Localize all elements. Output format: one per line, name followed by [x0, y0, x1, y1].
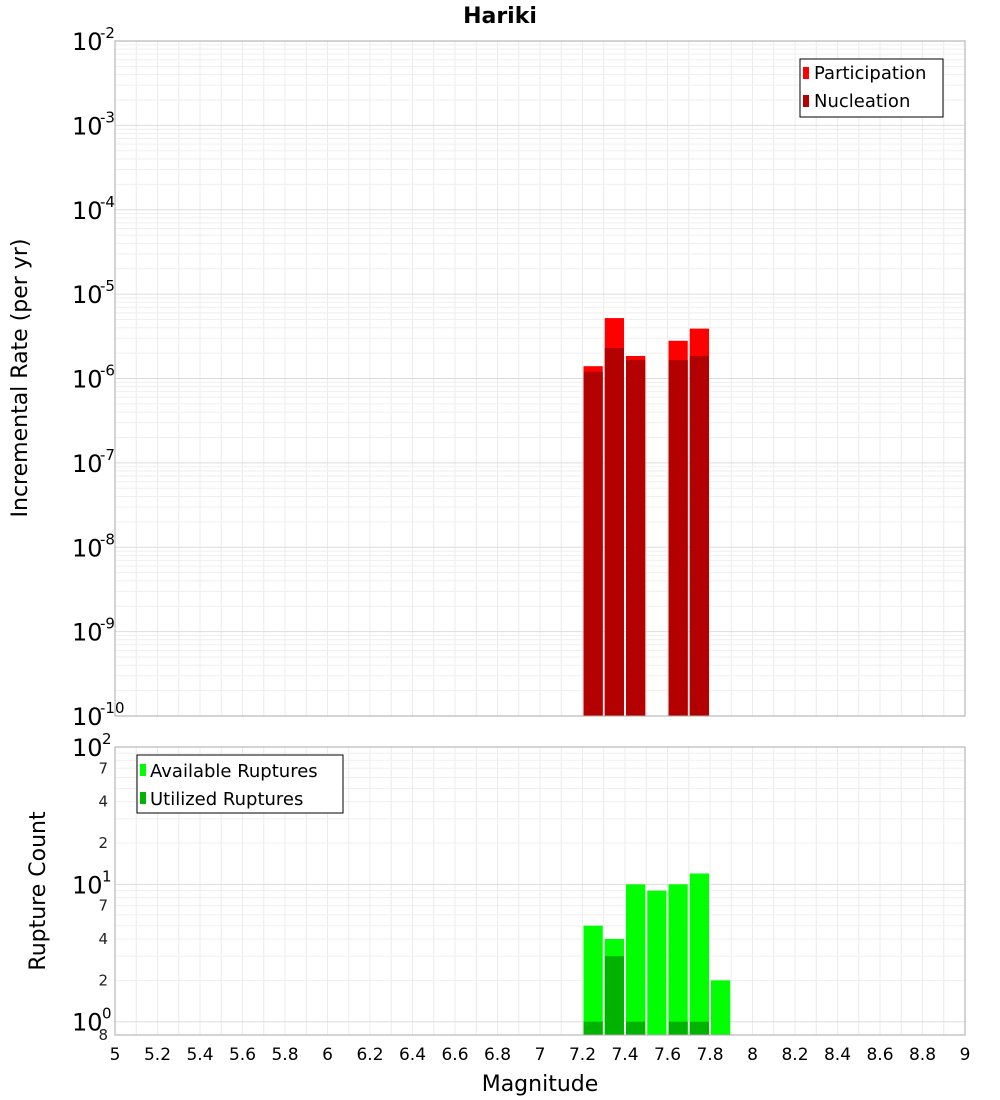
x-tick-label: 5.8 [271, 1045, 298, 1065]
y-minor-tick-label: 4 [98, 793, 108, 811]
y-tick-label: 10 [72, 197, 103, 225]
top-legend-box [799, 58, 944, 118]
x-tick-label: 6.2 [356, 1045, 383, 1065]
available-ruptures-bar [689, 873, 709, 1035]
x-tick-label: 5 [110, 1045, 121, 1065]
y-tick-label: 10 [72, 1009, 103, 1037]
y-tick-exponent: -6 [100, 362, 115, 380]
available-ruptures-bar [647, 890, 667, 1035]
x-tick-label: 8.2 [781, 1045, 808, 1065]
available-ruptures-bar [583, 925, 603, 1035]
top-gridlines [114, 41, 966, 717]
legend-label-utilized: Utilized Ruptures [150, 789, 303, 810]
y-tick-label: 10 [72, 450, 103, 478]
bottom-legend: Available Ruptures Utilized Ruptures [136, 754, 344, 814]
y-tick-exponent: 0 [102, 1005, 112, 1023]
x-tick-label: 5.2 [144, 1045, 171, 1065]
top-y-tick-labels: 10-210-310-410-510-610-710-810-910-10 [72, 24, 125, 731]
available-ruptures-bar [626, 884, 646, 1035]
nucleation-bar [583, 371, 603, 716]
x-tick-label: 8.4 [824, 1045, 851, 1065]
x-tick-label: 6.4 [399, 1045, 426, 1065]
bottom-bars [583, 873, 731, 1035]
x-tick-label: 7.2 [569, 1045, 596, 1065]
y-tick-exponent: 2 [102, 730, 112, 748]
x-tick-labels: 5 5.2 5.4 5.6 5.8 6 6.2 6.4 6.6 6.8 7 7.2 7.4 7.6 7.8 8… [110, 1045, 971, 1065]
available-ruptures-bar [711, 980, 731, 1035]
top-bars [583, 318, 709, 716]
y-tick-exponent: -4 [100, 193, 115, 211]
y-tick-label: 10 [72, 112, 103, 140]
x-tick-label: 7 [535, 1045, 546, 1065]
y-tick-label: 10 [72, 366, 103, 394]
y-tick-label: 10 [72, 703, 103, 731]
y-tick-label: 10 [72, 281, 103, 309]
x-tick-label: 7.6 [654, 1045, 681, 1065]
legend-label-available: Available Ruptures [150, 761, 318, 782]
y-minor-tick-label: 8 [98, 1026, 108, 1044]
top-legend: Participation Nucleation [799, 58, 944, 118]
y-tick-label: 10 [72, 734, 103, 762]
top-plot: 10-210-310-410-510-610-710-810-910-10 In… [8, 24, 966, 731]
legend-swatch-participation [803, 67, 809, 79]
y-minor-tick-label: 2 [98, 834, 108, 852]
utilized-ruptures-bar [583, 1021, 603, 1035]
bottom-y-axis-label: Rupture Count [26, 811, 51, 971]
legend-swatch-nucleation [803, 95, 809, 107]
utilized-ruptures-bar [668, 1021, 688, 1035]
x-tick-label: 5.4 [186, 1045, 213, 1065]
chart-title: Hariki [463, 4, 537, 29]
x-tick-label: 6.8 [484, 1045, 511, 1065]
y-tick-label: 10 [72, 871, 103, 899]
y-tick-exponent: -8 [100, 530, 115, 548]
legend-label-nucleation: Nucleation [814, 91, 910, 112]
y-minor-tick-label: 4 [98, 930, 108, 948]
nucleation-bar [626, 360, 646, 716]
x-tick-label: 9 [960, 1045, 971, 1065]
x-tick-label: 6 [322, 1045, 333, 1065]
x-tick-label: 8.8 [909, 1045, 936, 1065]
nucleation-bar [689, 355, 709, 716]
x-tick-label: 7.4 [611, 1045, 638, 1065]
y-tick-exponent: -3 [100, 108, 115, 126]
x-tick-label: 5.6 [229, 1045, 256, 1065]
x-tick-label: 8 [747, 1045, 758, 1065]
bottom-legend-box [136, 754, 344, 814]
x-axis-label: Magnitude [482, 1072, 599, 1097]
y-minor-tick-label: 7 [98, 897, 108, 915]
nucleation-bar [604, 347, 624, 716]
legend-label-participation: Participation [814, 63, 926, 84]
legend-swatch-utilized [140, 792, 146, 804]
x-tick-label: 7.8 [696, 1045, 723, 1065]
top-plot-border [114, 40, 966, 717]
nucleation-bar [668, 360, 688, 716]
x-tick-label: 8.6 [866, 1045, 893, 1065]
y-tick-exponent: -9 [100, 615, 115, 633]
top-y-axis-label: Incremental Rate (per yr) [8, 239, 33, 518]
utilized-ruptures-bar [689, 1021, 709, 1035]
bottom-gridlines [114, 747, 966, 1036]
y-minor-tick-label: 7 [98, 759, 108, 777]
bottom-plot-border [114, 746, 966, 1036]
y-tick-exponent: -10 [100, 699, 125, 717]
x-tick-label: 6.6 [441, 1045, 468, 1065]
y-tick-label: 10 [72, 28, 103, 56]
legend-swatch-available [140, 764, 146, 776]
y-minor-tick-label: 2 [98, 971, 108, 989]
y-tick-exponent: -5 [100, 277, 115, 295]
y-tick-exponent: -2 [100, 24, 115, 42]
y-tick-label: 10 [72, 534, 103, 562]
available-ruptures-bar [668, 884, 688, 1035]
utilized-ruptures-bar [604, 956, 624, 1035]
utilized-ruptures-bar [626, 1021, 646, 1035]
y-tick-exponent: -7 [100, 446, 115, 464]
y-tick-label: 10 [72, 619, 103, 647]
y-tick-exponent: 1 [102, 867, 112, 885]
